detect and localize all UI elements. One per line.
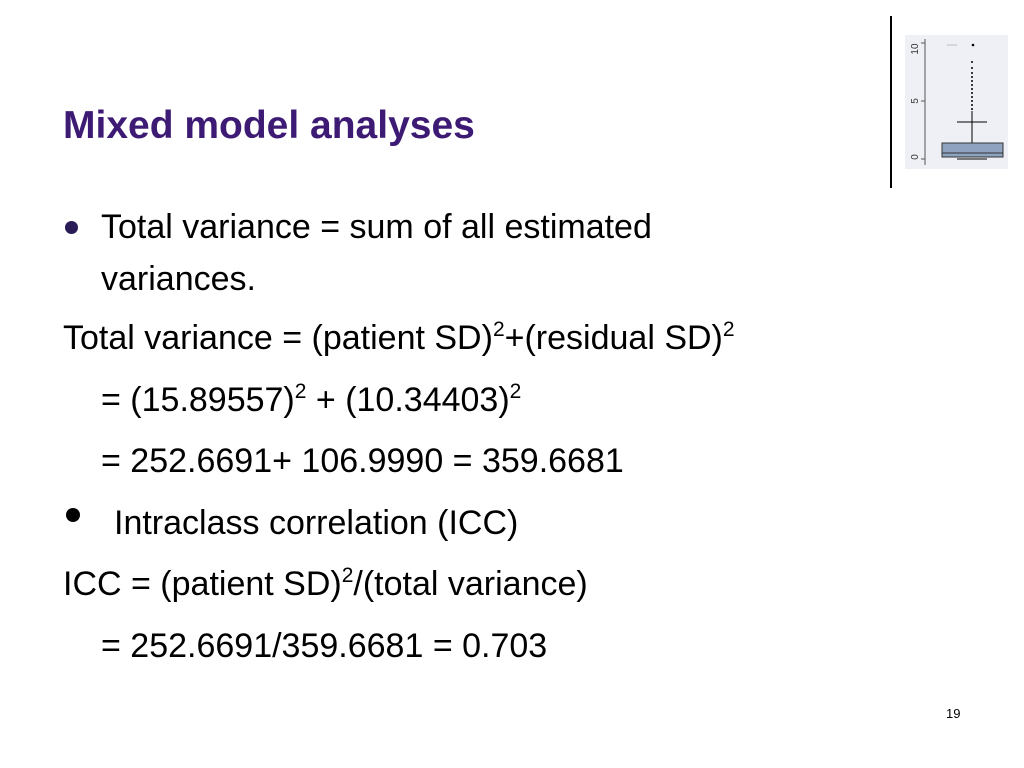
- formula-text: + (10.34403): [306, 381, 510, 419]
- formula-text: +(residual SD): [504, 319, 723, 357]
- formula-text: Total variance = (patient SD): [63, 319, 493, 357]
- vertical-divider: [890, 16, 892, 188]
- superscript: 2: [341, 564, 354, 587]
- bullet-marker: [66, 508, 80, 522]
- superscript: 2: [722, 318, 735, 341]
- formula-text: = (15.89557): [101, 381, 295, 419]
- slide-title: Mixed model analyses: [63, 104, 475, 147]
- bullet-marker: [65, 221, 78, 234]
- icc-formula: ICC = (patient SD)2/(total variance): [63, 564, 588, 609]
- total-variance-formula: Total variance = (patient SD)2+(residual…: [63, 318, 735, 363]
- bullet-2-line-1: Intraclass correlation (ICC): [114, 504, 519, 542]
- superscript: 2: [294, 380, 307, 403]
- formula-text: ICC = (patient SD): [63, 565, 342, 603]
- page-number: 19: [946, 706, 961, 721]
- superscript: 2: [492, 318, 505, 341]
- boxplot-thumbnail-icon: 10 5 0: [905, 35, 1008, 169]
- bullet-1-line-2: variances.: [101, 260, 256, 298]
- tick-label-5: 5: [910, 98, 921, 104]
- variance-step-1: = (15.89557)2 + (10.34403)2: [101, 380, 521, 425]
- variance-step-2: = 252.6691+ 106.9990 = 359.6681: [101, 442, 624, 480]
- icc-result: = 252.6691/359.6681 = 0.703: [101, 627, 548, 665]
- tick-label-10: 10: [910, 43, 921, 55]
- superscript: 2: [509, 380, 522, 403]
- tick-label-0: 0: [910, 154, 921, 160]
- bullet-1-line-1: Total variance = sum of all estimated: [101, 208, 652, 246]
- formula-text: /(total variance): [353, 565, 588, 603]
